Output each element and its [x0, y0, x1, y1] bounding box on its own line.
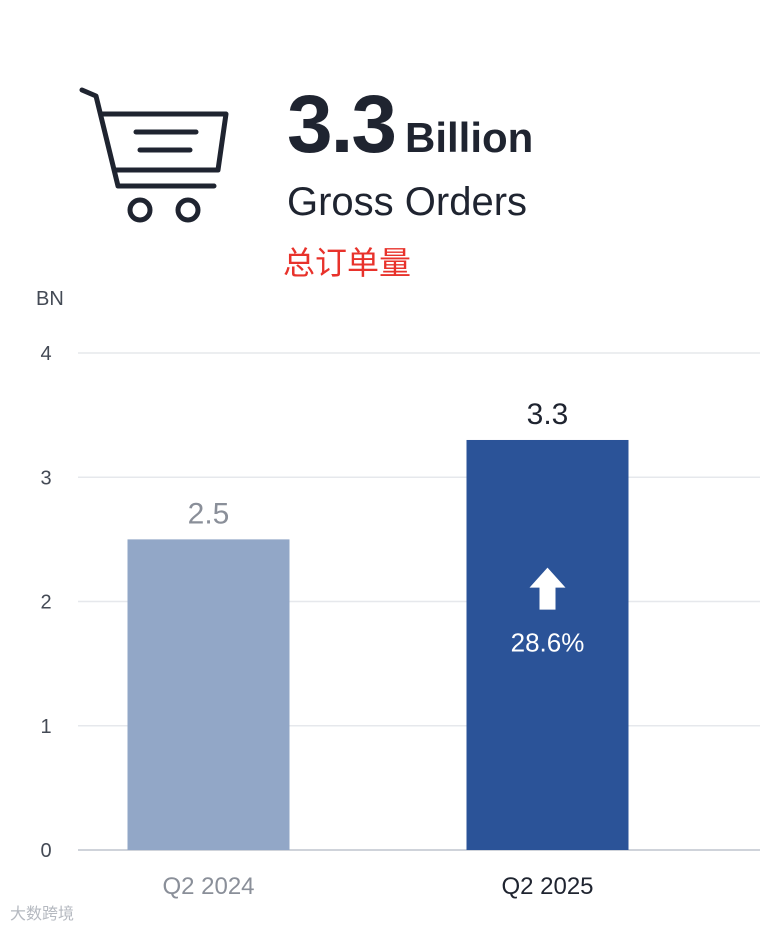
data-label: 3.3 — [527, 398, 569, 431]
bar — [466, 439, 629, 850]
y-tick-label: 3 — [40, 467, 51, 489]
watermark: 大数跨境 — [10, 906, 75, 923]
y-tick-label: 0 — [40, 840, 51, 862]
y-tick-label: 2 — [40, 592, 51, 614]
subtitle-cn: 总订单量 — [283, 245, 412, 281]
bar — [127, 539, 290, 850]
y-axis-unit-label: BN — [36, 288, 64, 310]
headline-unit: Billion — [405, 114, 534, 161]
headline: 3.3 Billion — [287, 78, 533, 172]
data-label: 2.5 — [188, 497, 230, 530]
shopping-cart-icon — [79, 87, 229, 223]
y-tick-label: 4 — [40, 343, 51, 365]
x-tick-label: Q2 2024 — [162, 873, 254, 900]
y-tick-label: 1 — [40, 716, 51, 738]
subtitle: Gross Orders — [287, 180, 528, 224]
arrow-up-icon — [529, 567, 566, 610]
growth-annotation: 28.6% — [511, 628, 585, 658]
x-tick-label: Q2 2025 — [501, 873, 593, 900]
headline-value: 3.3 — [287, 79, 397, 170]
